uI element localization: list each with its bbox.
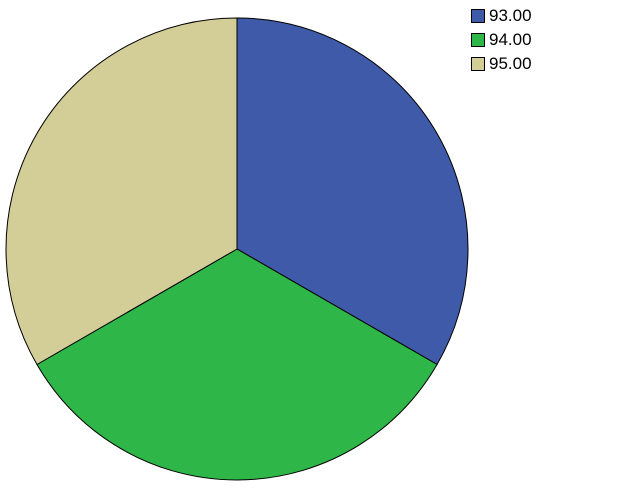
pie-slice-94.00 xyxy=(36,248,438,481)
legend-swatch xyxy=(471,57,485,71)
legend-item: 94.00 xyxy=(471,30,532,49)
legend-label: 93.00 xyxy=(489,6,532,25)
legend-label: 94.00 xyxy=(489,30,532,49)
legend-item: 93.00 xyxy=(471,6,532,25)
pie-slice-95.00 xyxy=(5,17,238,366)
legend-swatch xyxy=(471,9,485,23)
legend-item: 95.00 xyxy=(471,54,532,73)
legend-label: 95.00 xyxy=(489,54,532,73)
pie-slice-93.00 xyxy=(236,17,469,366)
legend-swatch xyxy=(471,33,485,47)
